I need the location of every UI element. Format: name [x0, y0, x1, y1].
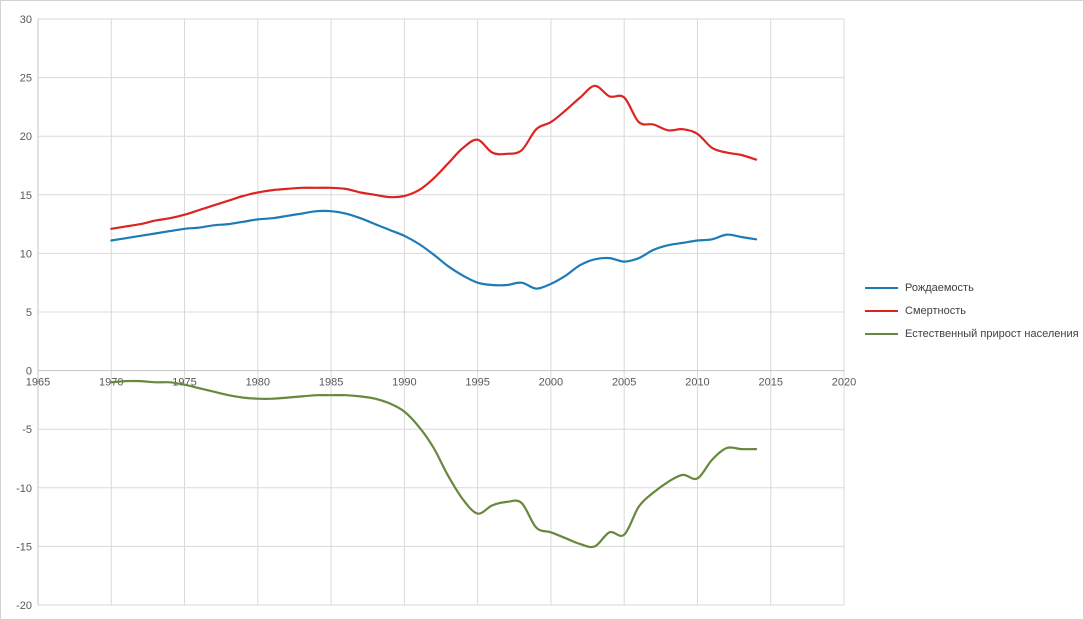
svg-text:1985: 1985 — [319, 377, 343, 389]
svg-text:-5: -5 — [22, 424, 32, 436]
legend-marker-line — [865, 310, 898, 312]
svg-text:25: 25 — [20, 73, 32, 85]
svg-text:2020: 2020 — [832, 377, 856, 389]
svg-text:15: 15 — [20, 190, 32, 202]
svg-text:-10: -10 — [16, 483, 32, 495]
legend-item-birth-rate: Рождаемость — [865, 281, 1079, 295]
svg-text:1990: 1990 — [392, 377, 416, 389]
svg-text:2000: 2000 — [539, 377, 563, 389]
svg-text:20: 20 — [20, 131, 32, 143]
svg-text:1995: 1995 — [465, 377, 489, 389]
legend-marker-line — [865, 333, 898, 335]
svg-text:-20: -20 — [16, 600, 32, 612]
svg-text:-15: -15 — [16, 541, 32, 553]
svg-text:1980: 1980 — [246, 377, 270, 389]
legend-item-death-rate: Смертность — [865, 304, 1079, 318]
svg-text:2005: 2005 — [612, 377, 636, 389]
svg-text:2010: 2010 — [685, 377, 709, 389]
svg-text:1965: 1965 — [26, 377, 50, 389]
svg-text:10: 10 — [20, 248, 32, 260]
legend-label: Смертность — [905, 305, 966, 317]
legend-marker-line — [865, 287, 898, 289]
svg-text:5: 5 — [26, 307, 32, 319]
svg-text:0: 0 — [26, 366, 32, 378]
svg-text:2015: 2015 — [758, 377, 782, 389]
svg-text:30: 30 — [20, 14, 32, 26]
legend-label: Естественный прирост населения — [905, 328, 1079, 340]
chart-legend: Рождаемость Смертность Естественный прир… — [865, 281, 1079, 350]
legend-label: Рождаемость — [905, 282, 974, 294]
legend-item-natural-growth: Естественный прирост населения — [865, 327, 1079, 341]
